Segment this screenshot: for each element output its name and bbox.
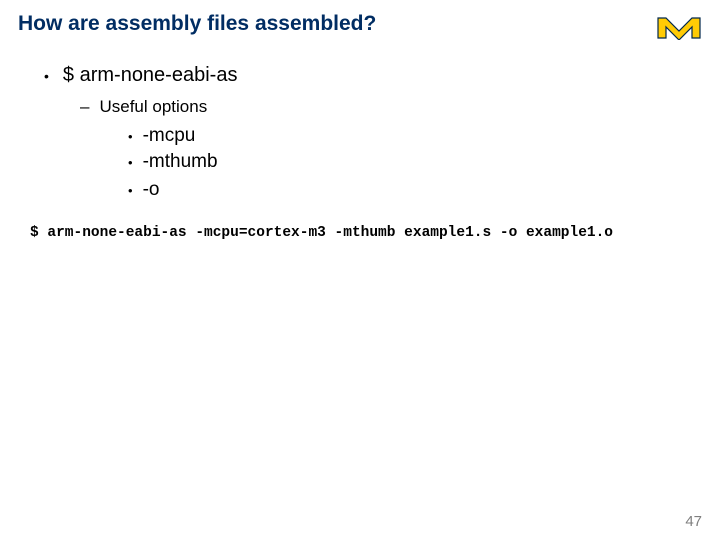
slide-title: How are assembly files assembled? [18,12,702,36]
bullet-dot: • [128,127,133,147]
bullet-l3-text: -mthumb [143,151,218,173]
bullet-l1-text: $ arm-none-eabi-as [63,64,238,87]
bullet-level3-opt1: • -mthumb [128,151,702,173]
bullet-l3-text: -mcpu [143,125,196,147]
bullet-level1: • $ arm-none-eabi-as [44,64,702,87]
bullet-dot: • [128,181,133,201]
bullet-l2-text: Useful options [99,97,207,117]
bullet-l3-text: -o [143,179,160,201]
bullet-dash: – [80,97,89,117]
bullet-level3-opt0: • -mcpu [128,125,702,147]
slide-container: How are assembly files assembled? • $ ar… [0,0,720,540]
command-example: $ arm-none-eabi-as -mcpu=cortex-m3 -mthu… [30,225,702,241]
bullet-dot: • [44,67,49,87]
bullet-dot: • [128,153,133,173]
bullet-level2: – Useful options [80,97,702,117]
bullet-level3-opt2: • -o [128,179,702,201]
page-number: 47 [685,513,702,530]
michigan-logo [656,10,702,40]
